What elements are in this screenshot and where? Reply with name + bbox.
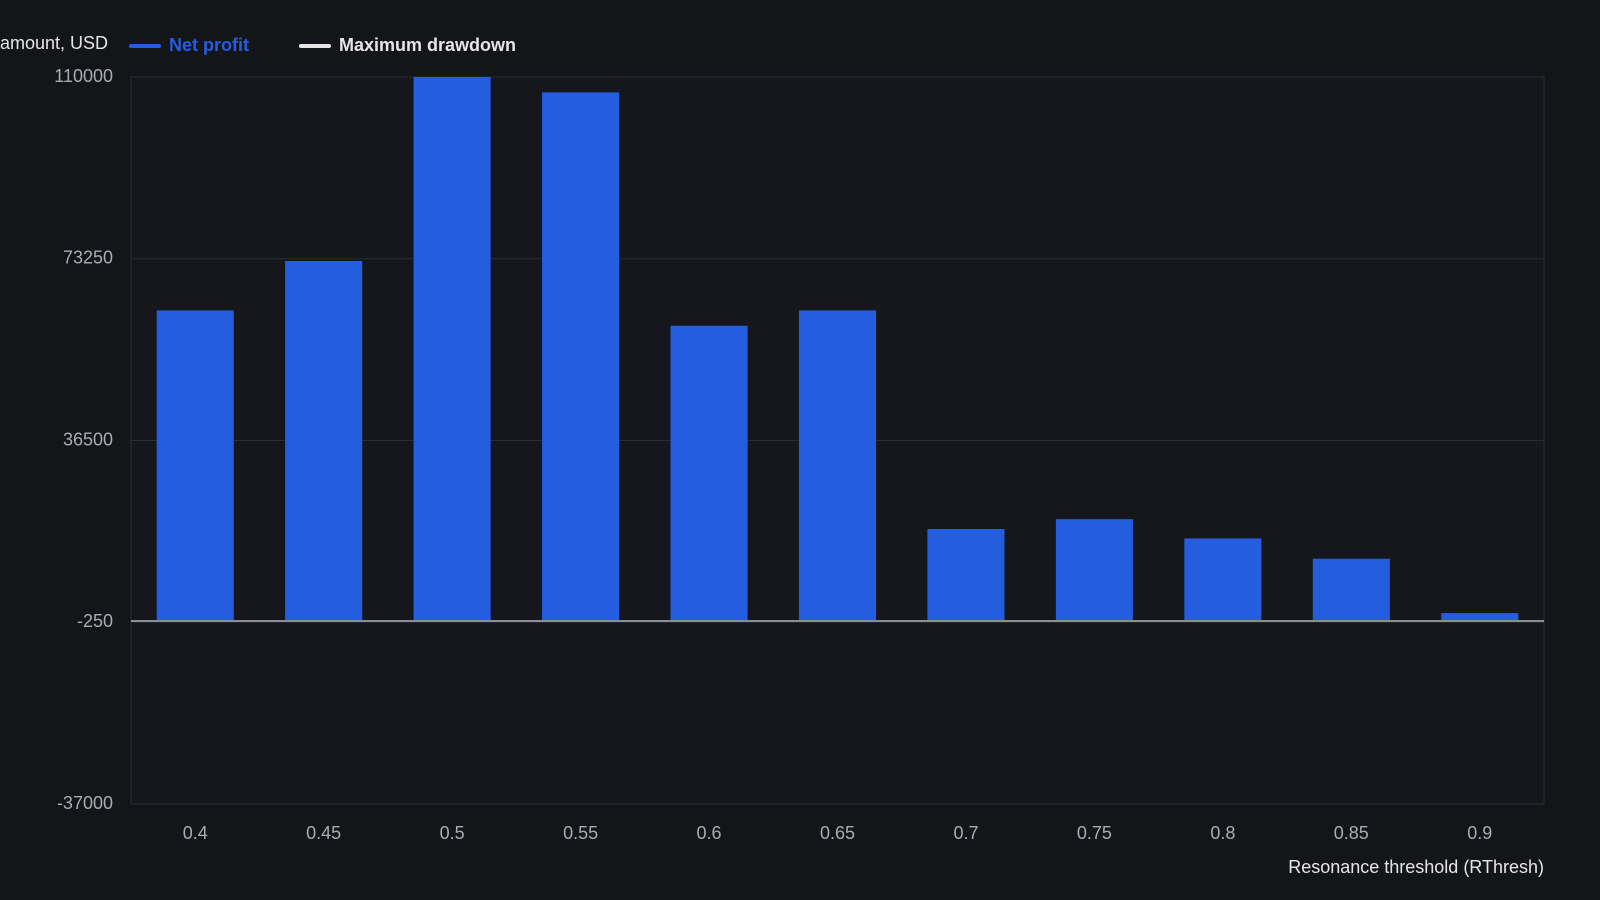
x-tick-label: 0.4 xyxy=(183,823,208,843)
x-tick-label: 0.9 xyxy=(1467,823,1492,843)
bar xyxy=(670,325,748,622)
x-tick-label: 0.55 xyxy=(563,823,598,843)
y-tick-label: 73250 xyxy=(63,248,113,268)
x-tick-label: 0.6 xyxy=(697,823,722,843)
y-tick-label: -250 xyxy=(77,611,113,631)
legend-label: Net profit xyxy=(169,35,249,55)
y-tick-label: 110000 xyxy=(54,66,113,86)
x-tick-label: 0.45 xyxy=(306,823,341,843)
bar xyxy=(927,529,1005,622)
y-axis-title: amount, USD xyxy=(0,33,108,53)
bar xyxy=(1312,558,1390,622)
bar xyxy=(156,310,234,622)
x-tick-label: 0.5 xyxy=(440,823,465,843)
y-tick-label: 36500 xyxy=(63,429,113,449)
bar xyxy=(413,77,491,622)
bar xyxy=(1055,519,1133,622)
y-tick-label: -37000 xyxy=(57,793,113,813)
bar xyxy=(798,310,877,622)
x-tick-label: 0.75 xyxy=(1077,823,1112,843)
legend-label: Maximum drawdown xyxy=(339,35,516,55)
x-tick-label: 0.85 xyxy=(1334,823,1369,843)
x-tick-label: 0.65 xyxy=(820,823,855,843)
bar xyxy=(1184,538,1262,622)
bar xyxy=(285,260,363,622)
bar xyxy=(542,92,620,622)
x-axis-title: Resonance threshold (RThresh) xyxy=(1288,857,1544,877)
x-tick-label: 0.8 xyxy=(1210,823,1235,843)
x-tick-label: 0.7 xyxy=(953,823,978,843)
bar xyxy=(1441,613,1519,622)
